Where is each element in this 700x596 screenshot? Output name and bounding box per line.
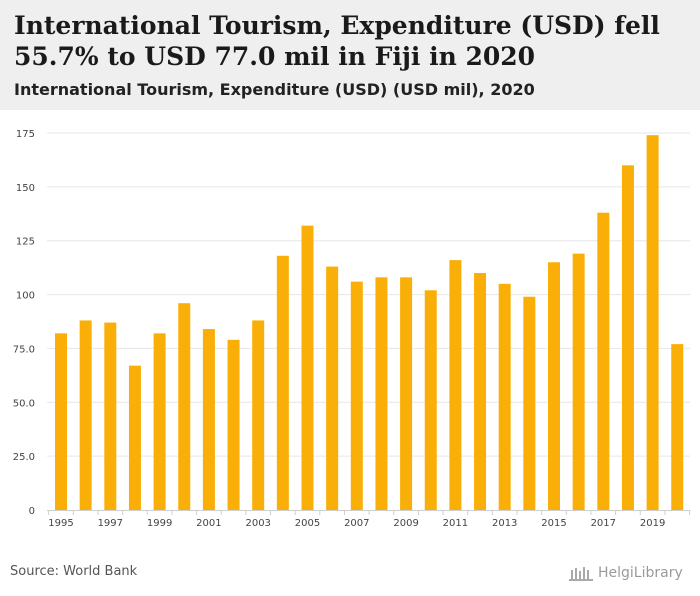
x-tick-label: 1997 [98,518,123,529]
x-tick-label: 2011 [443,518,468,529]
bar-2001[interactable] [202,329,215,510]
bar-2019[interactable] [646,135,659,510]
x-tick-label: 2001 [196,518,221,529]
library-icon [569,567,593,581]
bar-2000[interactable] [178,303,191,510]
bar-2013[interactable] [498,283,511,510]
bar-2017[interactable] [597,212,610,511]
y-tick-label: 50.0 [13,398,35,409]
bar-2007[interactable] [350,281,363,510]
bar-2015[interactable] [548,262,560,510]
chart-subtitle: International Tourism, Expenditure (USD)… [14,80,535,99]
x-tick-label: 2019 [640,518,665,529]
bar-2009[interactable] [400,277,413,510]
helgi-library-logo[interactable]: HelgiLibrary [568,562,683,584]
bar-chart: 0 25.0 50.0 75.0 100 125 150 175 1995 1997 1999 200… [13,129,691,529]
bar-1999[interactable] [153,333,166,510]
bar-2014[interactable] [523,296,536,510]
bar-2008[interactable] [375,277,388,510]
bar-2010[interactable] [424,290,437,510]
logo-text: HelgiLibrary [598,565,683,581]
x-tick-label: 2003 [245,518,270,529]
x-tick-label: 2015 [541,518,566,529]
x-tick-label: 2009 [393,518,418,529]
bar-2003[interactable] [252,320,265,510]
y-tick-label: 0 [29,506,35,517]
y-tick-label: 150 [16,183,35,194]
bar-2006[interactable] [326,266,339,510]
bar-2018[interactable] [621,165,634,511]
x-tick-label: 1995 [48,518,73,529]
bar-2020[interactable] [671,344,684,510]
y-tick-label: 100 [16,291,35,302]
y-tick-label: 25.0 [13,452,35,463]
header-band: International Tourism, Expenditure (USD)… [0,0,700,110]
bar-2016[interactable] [572,253,585,510]
bar-2005[interactable] [301,225,314,510]
x-tick-label: 1999 [147,518,172,529]
bar-2011[interactable] [449,260,462,510]
y-tick-label: 125 [16,237,35,248]
x-tick-label: 2005 [295,518,320,529]
y-tick-label: 175 [16,129,35,140]
bar-1996[interactable] [79,320,92,510]
x-tick-label: 2013 [492,518,517,529]
y-tick-label: 75.0 [13,344,35,355]
x-tick-label: 2017 [591,518,616,529]
bar-1995[interactable] [55,333,67,510]
page-title: International Tourism, Expenditure (USD)… [14,11,660,71]
bar-2012[interactable] [474,273,487,510]
source-note: Source: World Bank [10,564,138,579]
x-tick-label: 2007 [344,518,369,529]
bar-2002[interactable] [227,339,240,510]
bar-1997[interactable] [104,322,117,510]
bar-1998[interactable] [128,365,141,510]
bar-2004[interactable] [276,255,289,510]
